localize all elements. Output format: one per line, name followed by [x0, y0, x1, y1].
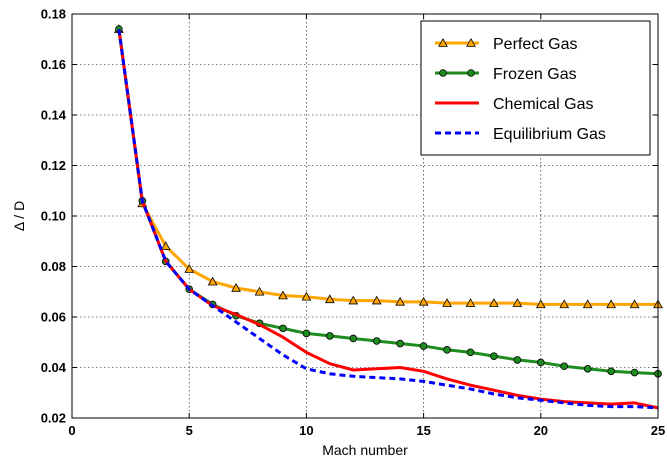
legend-entry-perfect-gas: Perfect Gas: [435, 36, 577, 53]
perfect-gas-point: [160, 241, 171, 251]
frozen-gas-series: [115, 25, 662, 378]
perfect-gas-point: [559, 299, 570, 309]
legend-label: Perfect Gas: [493, 36, 577, 53]
legend-marker: [467, 69, 475, 77]
frozen-gas-point: [372, 337, 381, 345]
y-tick-label: 0.18: [41, 7, 66, 22]
legend-label: Chemical Gas: [493, 96, 593, 113]
frozen-gas-point: [326, 332, 334, 340]
frozen-gas-point: [302, 329, 311, 338]
perfect-gas-point: [348, 295, 359, 305]
y-tick-label: 0.16: [41, 57, 66, 72]
legend-marker: [466, 37, 476, 47]
perfect-gas-point: [278, 290, 288, 300]
perfect-gas-point: [512, 298, 523, 307]
legend: Perfect Gas Frozen Gas Chemical Gas Equilib…: [420, 20, 651, 156]
frozen-gas-point: [396, 339, 404, 348]
perfect-gas-point: [629, 299, 640, 309]
perfect-gas-point: [184, 264, 195, 273]
frozen-gas-point: [279, 324, 287, 333]
perfect-gas-point: [489, 298, 499, 307]
legend-label: Frozen Gas: [493, 66, 577, 83]
y-tick-label: 0.14: [41, 108, 67, 123]
perfect-gas-series: [114, 24, 663, 309]
perfect-gas-point: [395, 296, 406, 306]
perfect-gas-point: [371, 295, 382, 305]
x-axis-label: Mach number: [322, 442, 408, 458]
equilibrium-gas-series: [117, 28, 659, 410]
legend-entry-frozen-gas: Frozen Gas: [435, 66, 577, 83]
legend-marker: [438, 37, 448, 47]
equilibrium-gas-line: [117, 28, 659, 410]
x-tick-label: 0: [68, 423, 75, 438]
perfect-gas-point: [535, 299, 546, 309]
frozen-gas-point: [630, 368, 639, 377]
y-tick-label: 0.10: [41, 209, 66, 224]
frozen-gas-point: [583, 364, 592, 373]
y-axis-label: Δ / D: [11, 201, 27, 231]
x-tick-label: 15: [416, 423, 430, 438]
axis-ticks: 0 5 10 15 20 25 0.02 0.04 0.06 0.08 0.10 0.12 0.14 0.…: [41, 7, 666, 439]
x-tick-label: 10: [299, 423, 313, 438]
perfect-gas-point: [231, 282, 241, 292]
legend-marker: [439, 69, 447, 77]
y-tick-label: 0.06: [41, 310, 66, 325]
frozen-gas-point: [443, 346, 451, 354]
series-group: [114, 24, 663, 410]
y-tick-label: 0.12: [41, 158, 66, 173]
legend-label: Equilibrium Gas: [493, 126, 606, 143]
perfect-gas-point: [442, 298, 452, 307]
x-tick-label: 20: [534, 423, 548, 438]
frozen-gas-point: [607, 367, 615, 376]
perfect-gas-point: [582, 299, 593, 309]
perfect-gas-line: [117, 28, 658, 306]
x-tick-label: 5: [186, 423, 193, 438]
frozen-gas-point: [466, 348, 475, 357]
frozen-gas-point: [349, 334, 358, 343]
perfect-gas-point: [207, 276, 218, 286]
perfect-gas-point: [254, 286, 265, 296]
y-tick-label: 0.04: [41, 360, 67, 375]
frozen-gas-point: [513, 356, 522, 364]
y-tick-label: 0.02: [41, 411, 66, 426]
legend-entry-equilibrium-gas: Equilibrium Gas: [435, 126, 606, 143]
legend-entry-chemical-gas: Chemical Gas: [435, 96, 593, 113]
frozen-gas-point: [536, 358, 545, 367]
perfect-gas-point: [301, 291, 312, 301]
y-tick-label: 0.08: [41, 259, 66, 274]
frozen-gas-point: [419, 342, 428, 350]
perfect-gas-point: [465, 298, 476, 307]
perfect-gas-point: [418, 296, 429, 306]
perfect-gas-point: [606, 299, 616, 309]
frozen-gas-point: [560, 362, 569, 371]
frozen-gas-point: [490, 352, 498, 360]
perfect-gas-point: [324, 294, 335, 304]
x-tick-label: 25: [651, 423, 665, 438]
